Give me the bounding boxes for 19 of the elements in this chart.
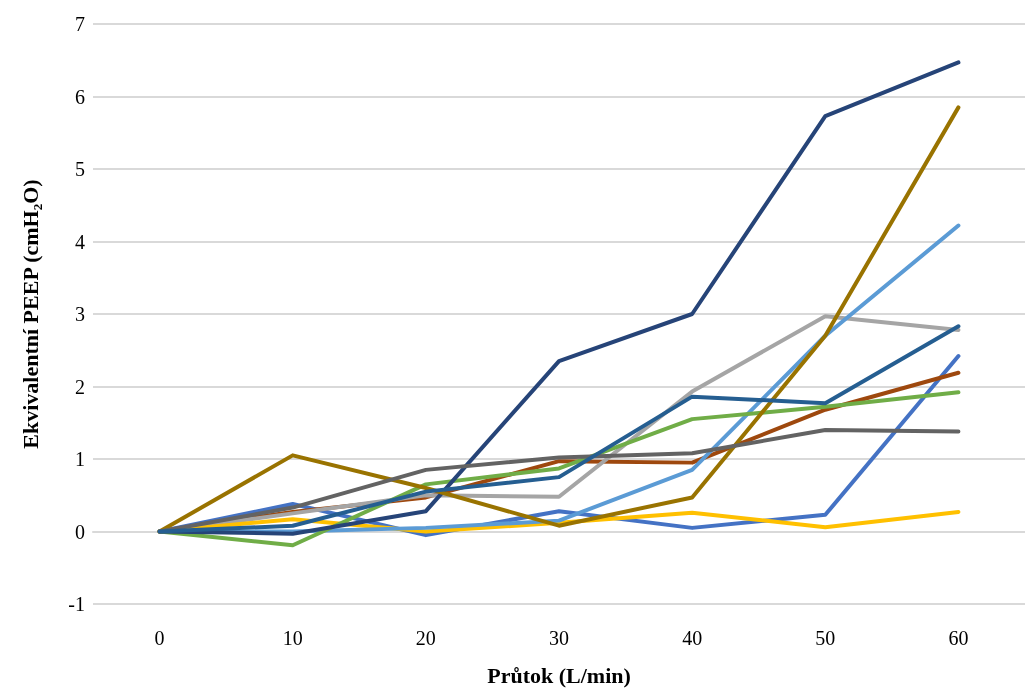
y-tick-label: 3 [75,303,85,325]
y-tick-label: 6 [75,85,85,108]
x-tick-label: 40 [682,627,703,649]
y-tick-label: 0 [75,520,85,543]
x-tick-label: 50 [815,627,836,649]
x-axis-title: Průtok (L/min) [487,662,631,688]
x-tick-label: 30 [549,627,569,649]
x-tick-label: 60 [948,627,969,649]
y-tick-label: 5 [75,158,85,180]
y-tick-label: -1 [68,593,85,615]
y-tick-label: 7 [75,13,85,35]
y-tick-label: 4 [75,230,85,253]
x-tick-label: 0 [154,627,165,649]
line-series [157,428,961,534]
y-tick-label: 1 [75,448,85,470]
y-tick-label: 2 [75,375,85,398]
x-tick-label: 20 [415,627,436,649]
y-axis-title: Ekvivalentní PEEP (cmH₂O) [17,179,43,449]
x-tick-label: 10 [282,627,303,649]
